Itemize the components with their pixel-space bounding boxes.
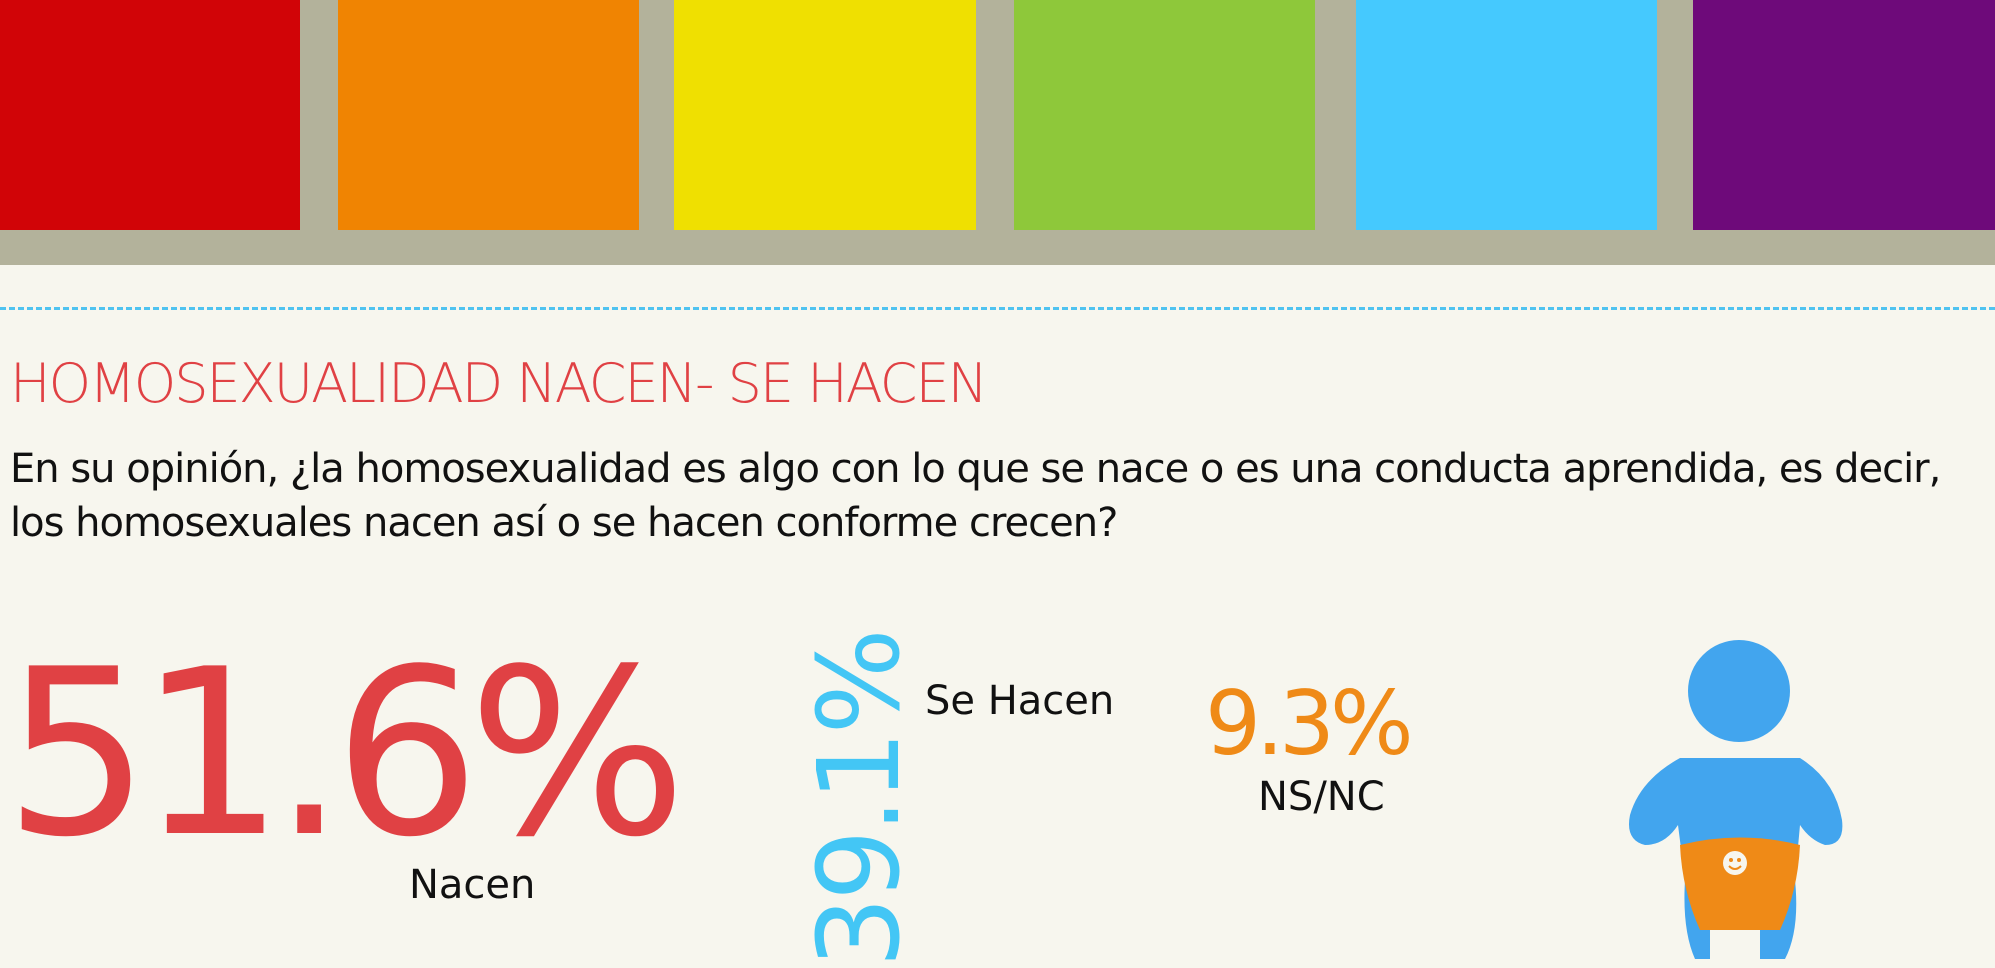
stat-value: 39.1%: [795, 632, 925, 968]
question-line: En su opinión, ¿la homosexualidad es alg…: [10, 446, 1941, 492]
section-title: HOMOSEXUALIDAD NACEN- SE HACEN: [10, 352, 988, 415]
stat-label: Se Hacen: [925, 678, 1115, 724]
rainbow-band: [0, 0, 1995, 265]
orange-block: [338, 0, 639, 230]
divider: [0, 307, 1995, 310]
yellow-block: [674, 0, 976, 230]
stat-value: 51.6%: [4, 621, 687, 888]
question-line: los homosexuales nacen así o se hacen co…: [10, 500, 1118, 546]
stat-value: 9.3%: [1205, 672, 1414, 775]
stat-label: Nacen: [409, 862, 536, 908]
blue-block: [1356, 0, 1657, 230]
stat-label: NS/NC: [1258, 774, 1385, 820]
baby-icon: [1629, 640, 1843, 959]
green-block: [1014, 0, 1315, 230]
red-block: [0, 0, 300, 230]
purple-block: [1693, 0, 1995, 230]
